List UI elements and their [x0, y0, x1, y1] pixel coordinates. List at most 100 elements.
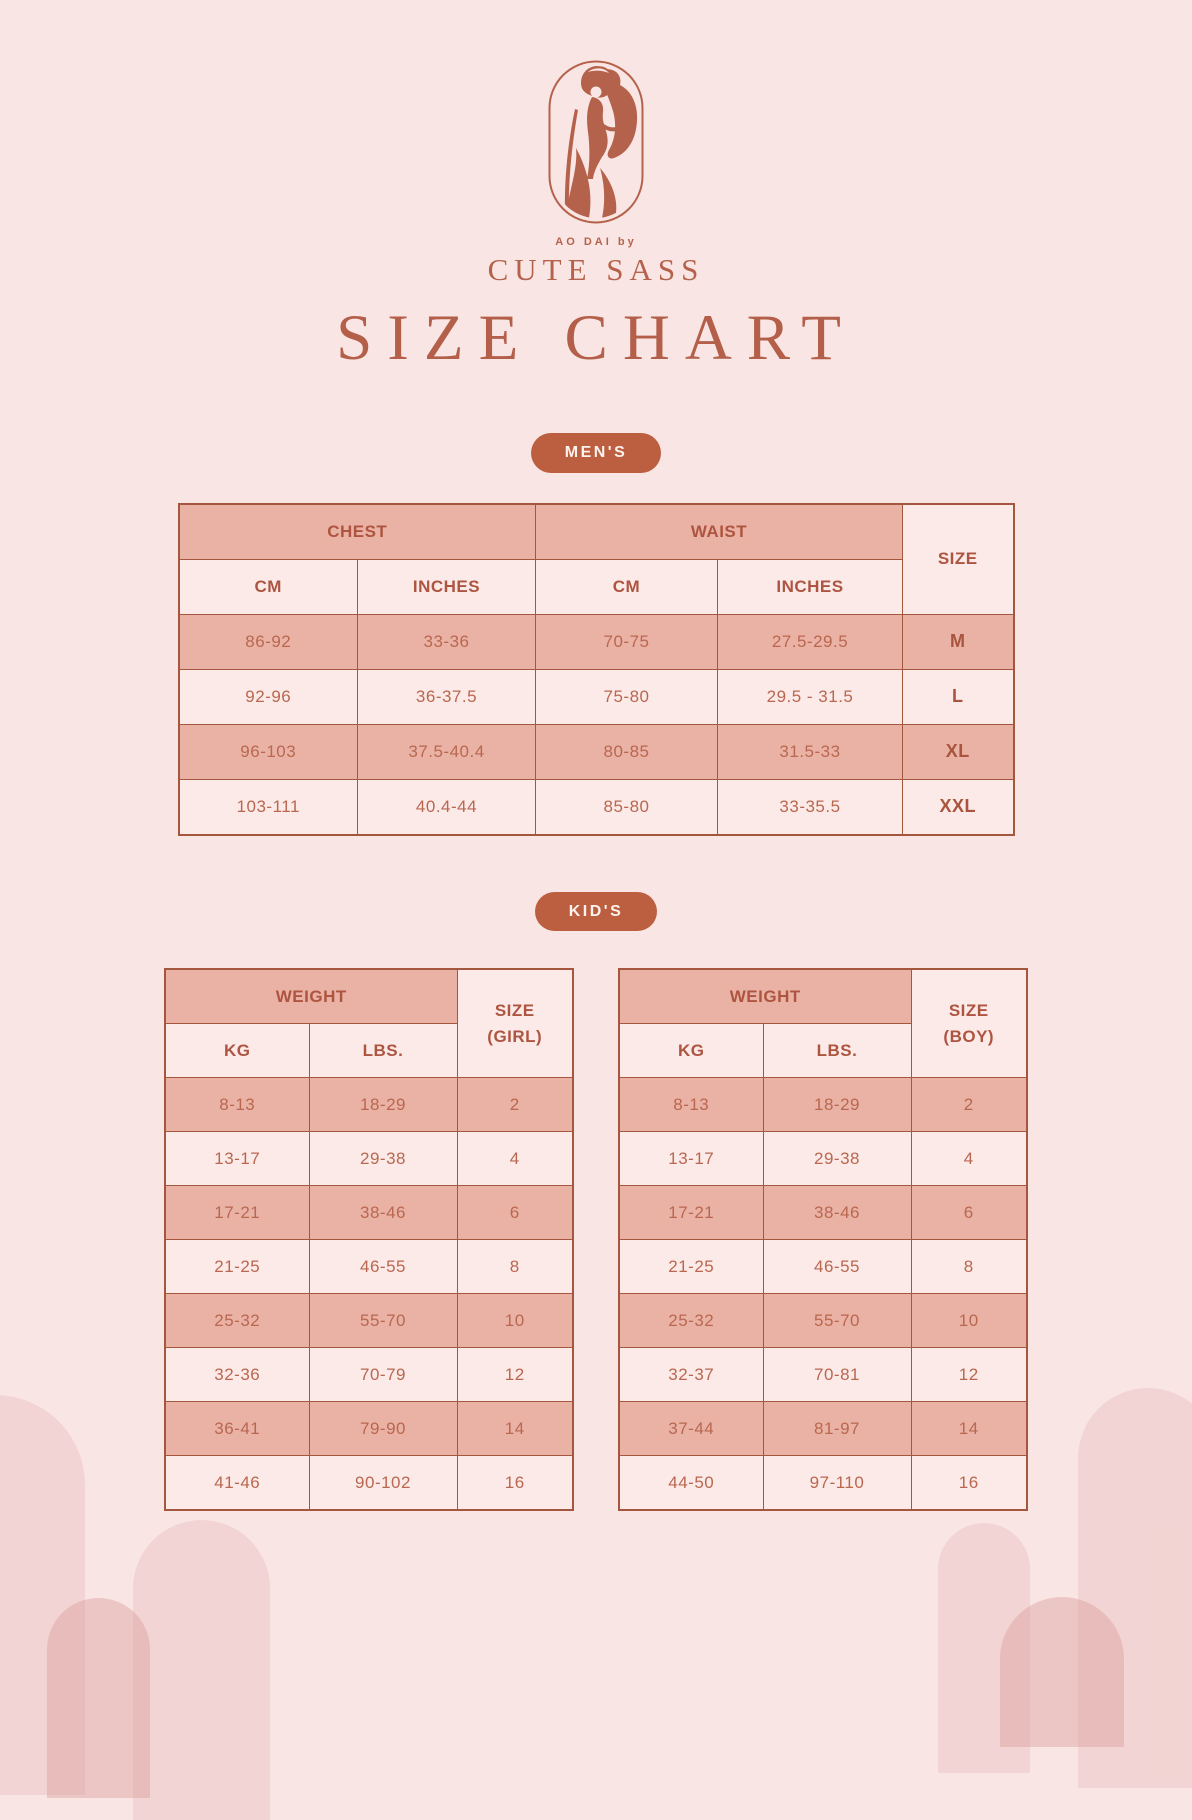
- boys-sub-header-row: KG LBS.: [618, 1023, 1027, 1079]
- lbs-header: LBS.: [308, 1023, 458, 1079]
- decorative-arch: [1000, 1597, 1124, 1747]
- waist-group-header: WAIST: [535, 503, 903, 560]
- table-row: 32-36 70-79 12: [164, 1347, 574, 1403]
- boys-group-header-row: WEIGHT SIZE (BOY): [618, 968, 1028, 1079]
- table-row: 96-103 37.5-40.4 80-85 31.5-33 XL: [178, 723, 1014, 780]
- woman-aodai-illustration: [564, 66, 638, 218]
- table-cell: 21-25: [164, 1239, 310, 1295]
- size-girl-column-header: SIZE (GIRL): [456, 968, 574, 1079]
- table-cell: 27.5-29.5: [717, 613, 903, 670]
- size-cell: 8: [456, 1239, 574, 1295]
- table-row: 92-96 36-37.5 75-80 29.5 - 31.5 L: [178, 668, 1014, 725]
- table-cell: 18-29: [762, 1077, 912, 1133]
- table-row: 17-21 38-46 6: [618, 1185, 1028, 1241]
- table-cell: 86-92: [178, 613, 358, 670]
- table-cell: 8-13: [618, 1077, 764, 1133]
- table-cell: 81-97: [762, 1401, 912, 1457]
- table-cell: 103-111: [178, 778, 358, 836]
- size-header-line2: (BOY): [943, 1026, 995, 1046]
- table-cell: 8-13: [164, 1077, 310, 1133]
- size-column-header: SIZE: [902, 503, 1014, 615]
- table-row: 37-44 81-97 14: [618, 1401, 1028, 1457]
- size-cell: 6: [456, 1185, 574, 1241]
- table-row: 25-32 55-70 10: [618, 1293, 1028, 1349]
- table-cell: 36-37.5: [357, 668, 536, 725]
- table-row: 8-13 18-29 2: [164, 1077, 574, 1133]
- table-row: 8-13 18-29 2: [618, 1077, 1028, 1133]
- table-cell: 33-35.5: [717, 778, 903, 836]
- table-cell: 29-38: [762, 1131, 912, 1187]
- table-cell: 32-36: [164, 1347, 310, 1403]
- table-cell: 70-75: [535, 613, 718, 670]
- table-cell: 32-37: [618, 1347, 764, 1403]
- table-cell: 70-79: [308, 1347, 458, 1403]
- size-cell: 8: [910, 1239, 1028, 1295]
- brand-name: CUTE SASS: [487, 252, 705, 287]
- table-cell: 38-46: [308, 1185, 458, 1241]
- table-cell: 90-102: [308, 1455, 458, 1511]
- girls-size-table: WEIGHT SIZE (GIRL) KG LBS. 8-13 18-29 2: [164, 968, 574, 1512]
- table-cell: 37.5-40.4: [357, 723, 536, 780]
- mens-sub-header-row: CM INCHES CM INCHES: [178, 558, 1014, 615]
- table-cell: 36-41: [164, 1401, 310, 1457]
- size-cell: 16: [910, 1455, 1028, 1511]
- size-cell: XL: [902, 723, 1014, 780]
- table-cell: 75-80: [535, 668, 718, 725]
- weight-group-header: WEIGHT: [618, 968, 912, 1025]
- page-title: SIZE CHART: [336, 302, 856, 374]
- girls-group-header-row: WEIGHT SIZE (GIRL): [164, 968, 574, 1079]
- table-row: 13-17 29-38 4: [164, 1131, 574, 1187]
- table-cell: 70-81: [762, 1347, 912, 1403]
- table-cell: 25-32: [618, 1293, 764, 1349]
- table-cell: 18-29: [308, 1077, 458, 1133]
- table-cell: 40.4-44: [357, 778, 536, 836]
- decorative-arch: [938, 1523, 1030, 1773]
- size-header-line2: (GIRL): [487, 1026, 543, 1046]
- logo-oval-frame: [548, 60, 644, 224]
- kg-header: KG: [164, 1023, 310, 1079]
- table-cell: 41-46: [164, 1455, 310, 1511]
- table-cell: 13-17: [618, 1131, 764, 1187]
- table-row: 44-50 97-110 16: [618, 1455, 1028, 1511]
- boys-size-table: WEIGHT SIZE (BOY) KG LBS. 8-13 18-29 2 1: [618, 968, 1028, 1512]
- table-cell: 21-25: [618, 1239, 764, 1295]
- size-cell: 16: [456, 1455, 574, 1511]
- table-cell: 25-32: [164, 1293, 310, 1349]
- table-row: 86-92 33-36 70-75 27.5-29.5 M: [178, 613, 1014, 670]
- size-cell: 14: [456, 1401, 574, 1457]
- table-cell: 97-110: [762, 1455, 912, 1511]
- brand-tagline: AO DAI by: [555, 236, 637, 248]
- size-header-line1: SIZE: [948, 1001, 989, 1021]
- table-cell: 13-17: [164, 1131, 310, 1187]
- kids-tables: WEIGHT SIZE (GIRL) KG LBS. 8-13 18-29 2: [164, 968, 1028, 1512]
- table-row: 21-25 46-55 8: [164, 1239, 574, 1295]
- table-row: 41-46 90-102 16: [164, 1455, 574, 1511]
- table-row: 103-111 40.4-44 85-80 33-35.5 XXL: [178, 778, 1014, 836]
- table-cell: 33-36: [357, 613, 536, 670]
- table-cell: 92-96: [178, 668, 358, 725]
- size-cell: 6: [910, 1185, 1028, 1241]
- chest-cm-header: CM: [178, 558, 358, 615]
- size-cell: 2: [456, 1077, 574, 1133]
- size-cell: 10: [910, 1293, 1028, 1349]
- table-cell: 55-70: [762, 1293, 912, 1349]
- size-cell: 4: [910, 1131, 1028, 1187]
- table-cell: 38-46: [762, 1185, 912, 1241]
- table-cell: 79-90: [308, 1401, 458, 1457]
- table-cell: 29.5 - 31.5: [717, 668, 903, 725]
- mens-section-badge: MEN'S: [530, 433, 662, 473]
- table-cell: 55-70: [308, 1293, 458, 1349]
- table-cell: 31.5-33: [717, 723, 903, 780]
- table-cell: 44-50: [618, 1455, 764, 1511]
- table-row: 13-17 29-38 4: [618, 1131, 1028, 1187]
- size-chart-page: AO DAI by CUTE SASS SIZE CHART MEN'S CHE…: [164, 60, 1028, 1512]
- table-row: 21-25 46-55 8: [618, 1239, 1028, 1295]
- chest-inches-header: INCHES: [357, 558, 536, 615]
- size-cell: 2: [910, 1077, 1028, 1133]
- size-cell: L: [902, 668, 1014, 725]
- size-header-line1: SIZE: [494, 1001, 535, 1021]
- table-row: 25-32 55-70 10: [164, 1293, 574, 1349]
- table-cell: 17-21: [164, 1185, 310, 1241]
- kg-header: KG: [618, 1023, 764, 1079]
- table-cell: 17-21: [618, 1185, 764, 1241]
